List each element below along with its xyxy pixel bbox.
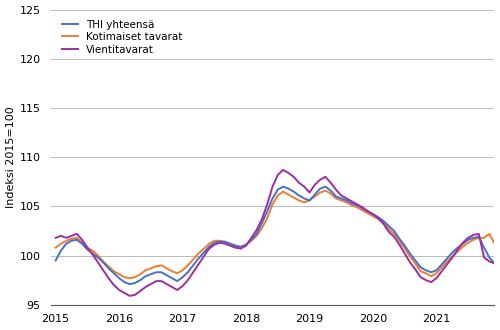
THI yhteensä (148, 272, 154, 276)
Kotimaiset tavarat (148, 266, 154, 270)
Vientitavarat (148, 282, 154, 286)
Kotimaiset tavarat (52, 246, 59, 249)
Vientitavarat (396, 243, 402, 247)
Y-axis label: Indeksi 2015=100: Indeksi 2015=100 (6, 106, 16, 208)
THI yhteensä (52, 258, 59, 262)
Kotimaiset tavarat (423, 271, 429, 275)
Kotimaiset tavarat (396, 239, 402, 243)
THI yhteensä (396, 237, 402, 241)
Vientitavarat (423, 278, 429, 282)
Line: Kotimaiset tavarat: Kotimaiset tavarat (56, 54, 500, 278)
Vientitavarat (407, 260, 413, 264)
Line: Vientitavarat: Vientitavarat (56, 34, 500, 296)
Vientitavarat (126, 294, 132, 298)
THI yhteensä (423, 268, 429, 272)
Kotimaiset tavarat (74, 236, 80, 240)
THI yhteensä (126, 282, 132, 286)
THI yhteensä (407, 251, 413, 255)
Legend: THI yhteensä, Kotimaiset tavarat, Vientitavarat: THI yhteensä, Kotimaiset tavarat, Vienti… (60, 18, 184, 57)
Vientitavarat (74, 232, 80, 236)
Kotimaiset tavarat (428, 274, 434, 278)
Vientitavarat (428, 280, 434, 284)
Vientitavarat (52, 236, 59, 240)
THI yhteensä (74, 238, 80, 242)
Kotimaiset tavarat (126, 276, 132, 280)
Kotimaiset tavarat (407, 254, 413, 258)
THI yhteensä (428, 270, 434, 274)
Line: THI yhteensä: THI yhteensä (56, 44, 500, 284)
